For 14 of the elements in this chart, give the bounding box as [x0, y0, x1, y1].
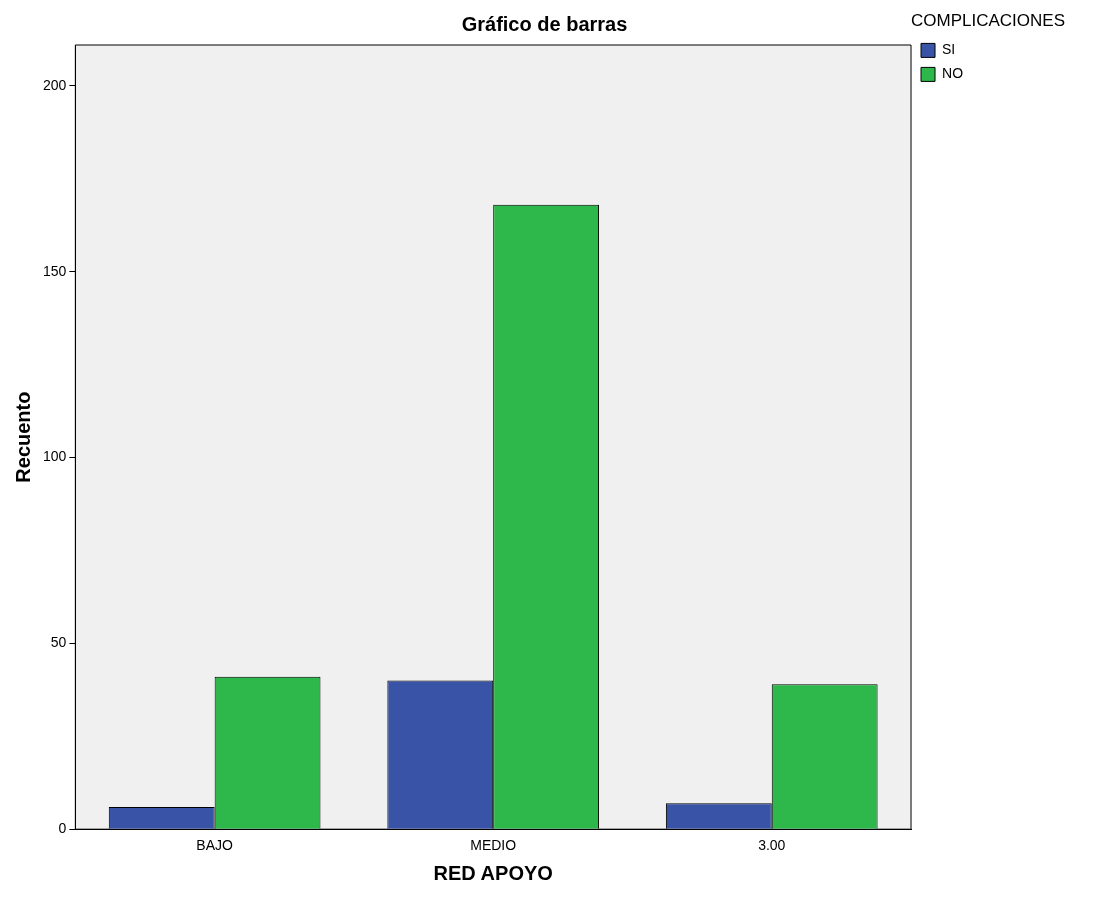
x-tick-label: MEDIO	[470, 837, 517, 854]
y-tick-label: 200	[43, 76, 67, 93]
x-axis-title: RED APOYO	[433, 861, 553, 884]
y-tick-label: 150	[43, 262, 67, 279]
y-tick-label: 0	[58, 820, 67, 837]
x-tick-label: 3.00	[758, 837, 786, 854]
chart-title: Gráfico de barras	[461, 12, 628, 35]
y-tick-label: 50	[50, 634, 67, 651]
legend-title: COMPLICACIONES	[911, 11, 1066, 31]
legend-label: NO	[942, 65, 964, 82]
x-tick-label: BAJO	[196, 837, 234, 854]
y-axis-title: Recuento	[11, 391, 34, 483]
legend-label: SI	[942, 41, 956, 58]
y-tick-label: 100	[43, 448, 67, 465]
